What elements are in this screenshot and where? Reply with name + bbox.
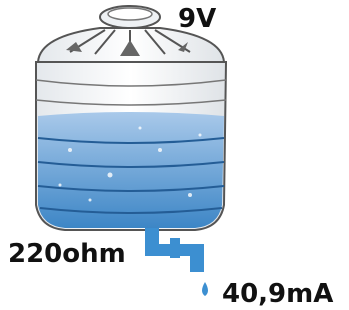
tank: [36, 6, 226, 230]
resistance-label: 220ohm: [8, 239, 126, 269]
voltage-label: 9V: [178, 4, 216, 34]
faucet: [145, 228, 208, 296]
diagram: 9V 220ohm 40,9mA: [0, 0, 349, 310]
current-label: 40,9mA: [222, 279, 333, 309]
